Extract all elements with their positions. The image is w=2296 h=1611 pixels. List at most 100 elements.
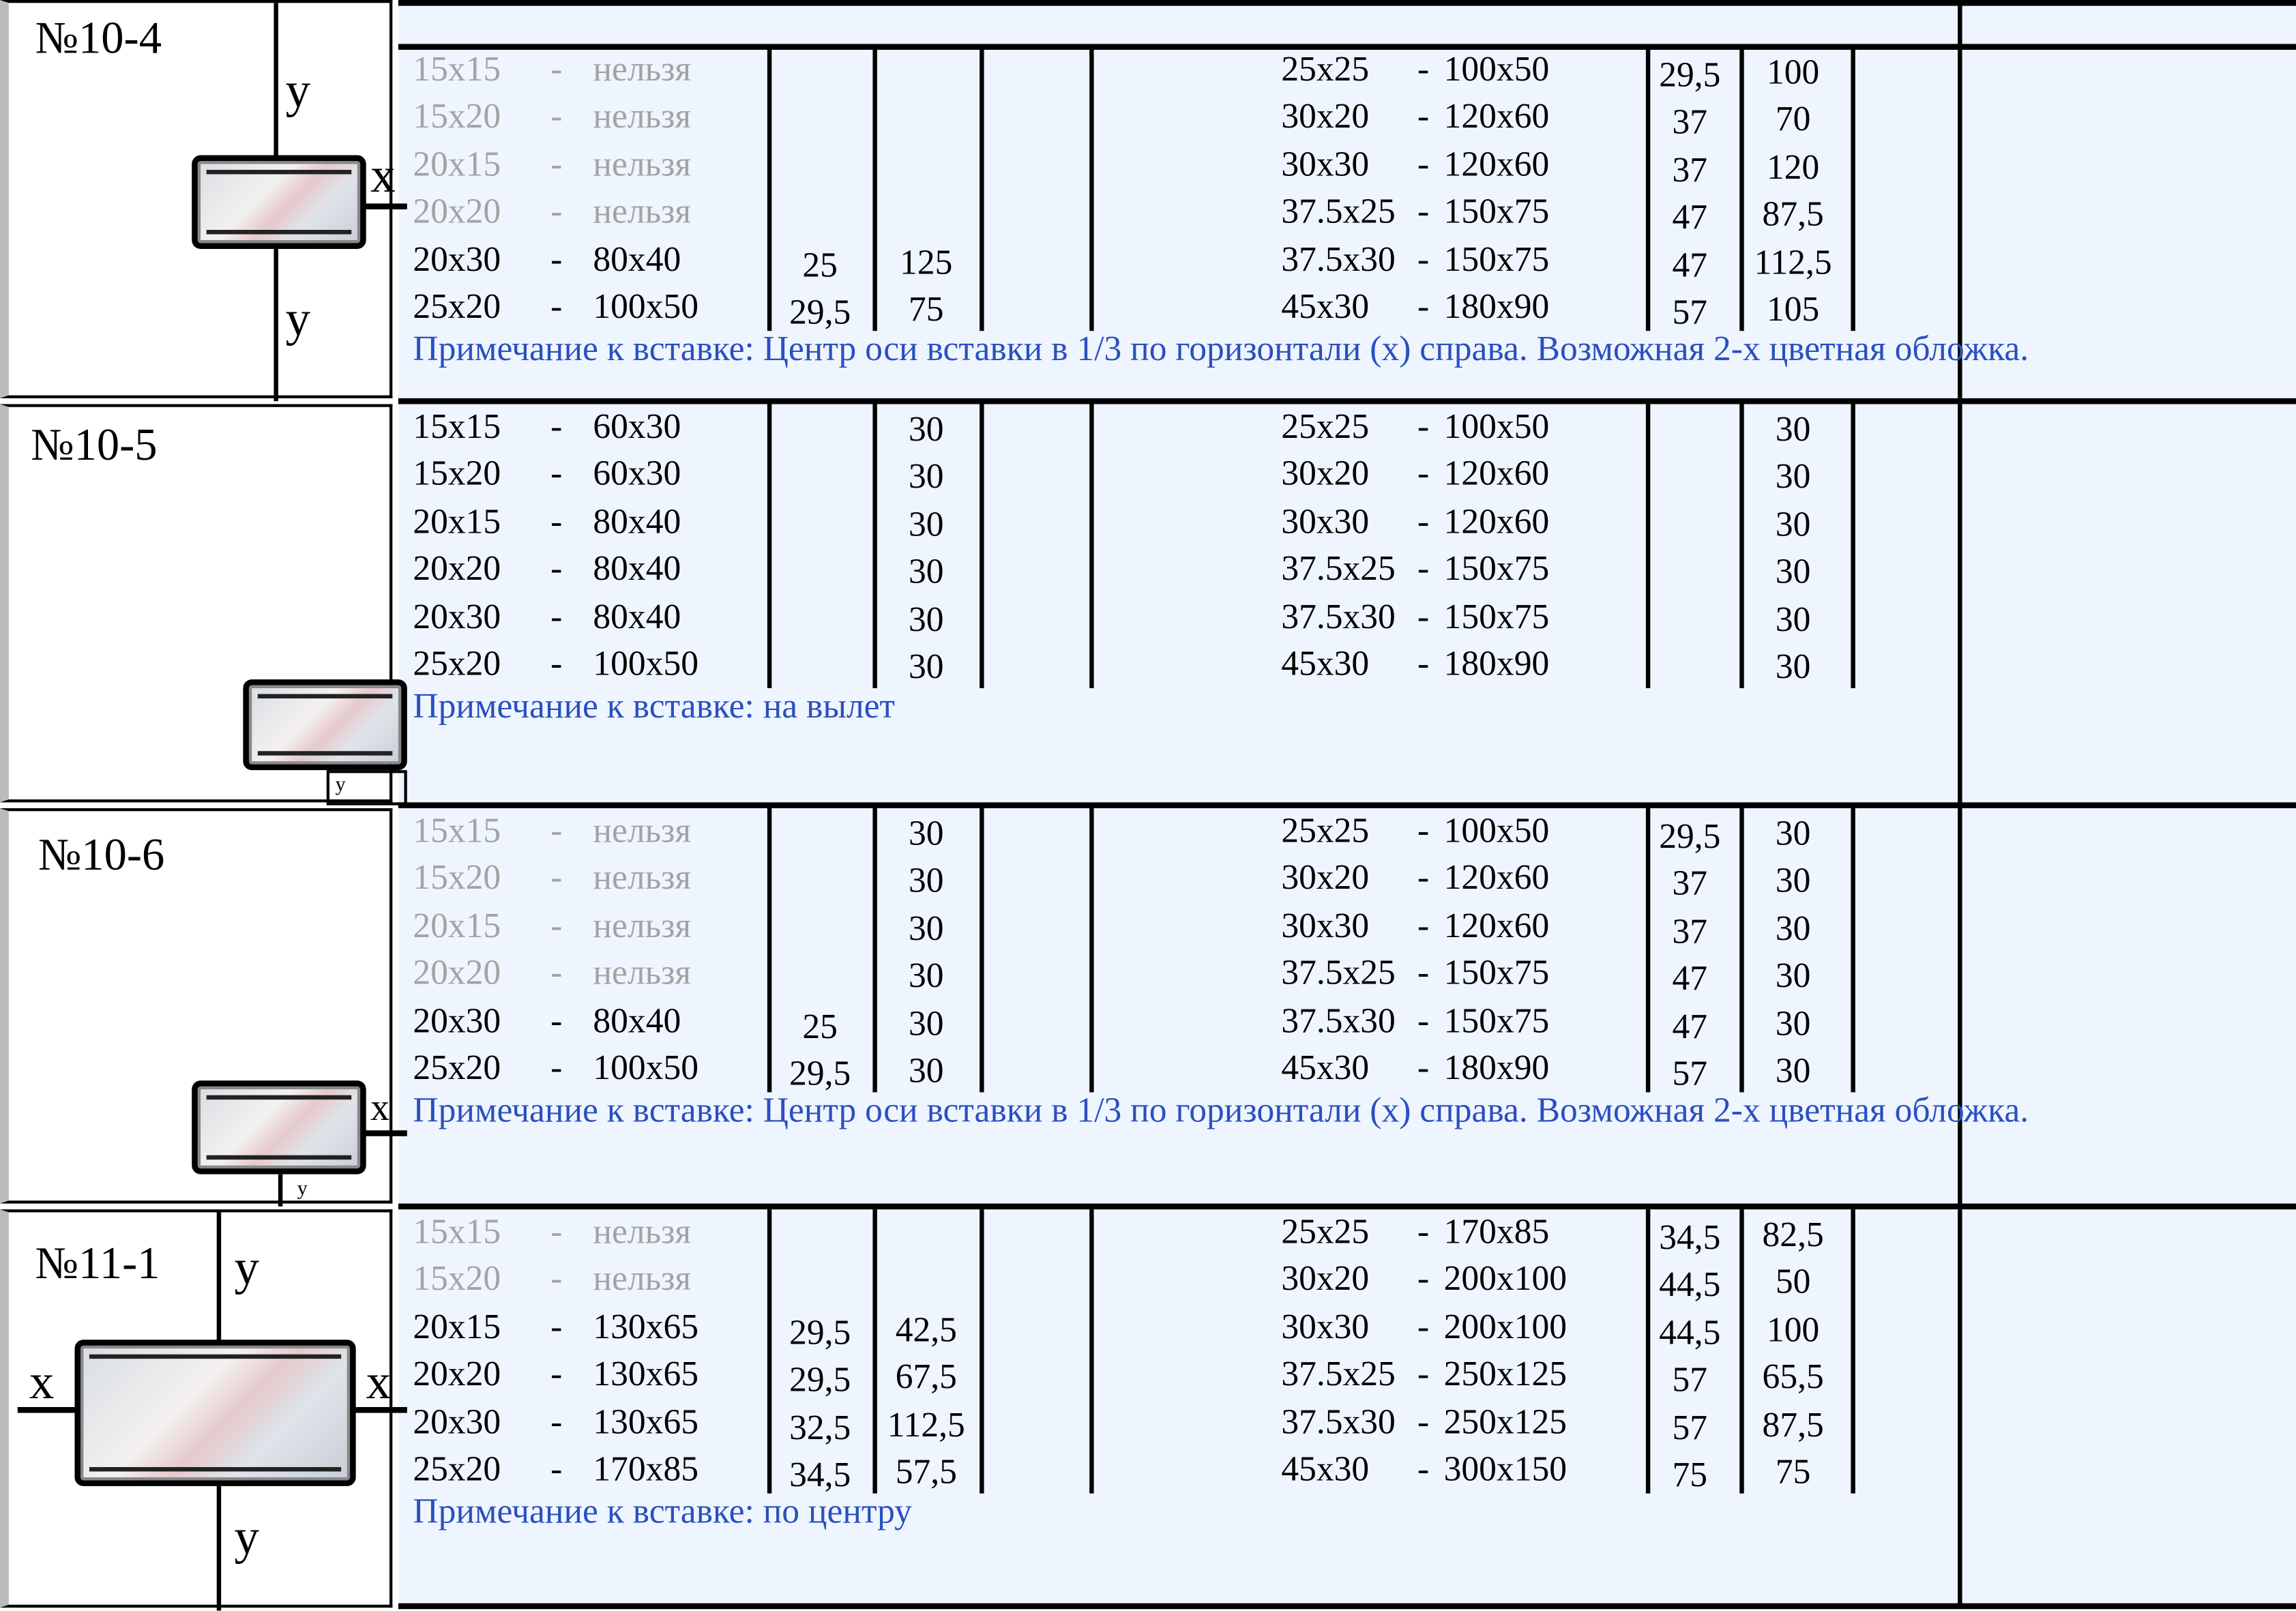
x-cell: 37 — [1672, 913, 1708, 951]
dash: - — [550, 812, 563, 851]
x-cell: 32,5 — [789, 1409, 851, 1448]
photo-insert-image — [243, 679, 407, 771]
size-cell: нельзя — [593, 146, 692, 185]
format-cell: 15x15 — [413, 408, 501, 447]
dash: - — [550, 1213, 563, 1252]
axis-line — [216, 1484, 222, 1611]
axis-label: x — [29, 1355, 55, 1410]
size-cell: 120x60 — [1443, 859, 1550, 898]
dash: - — [550, 241, 563, 280]
size-cell: 120x60 — [1443, 503, 1550, 542]
format-cell: 20x15 — [413, 503, 501, 542]
column-divider — [1089, 1209, 1094, 1494]
dash: - — [1417, 51, 1430, 89]
dash: - — [550, 1050, 563, 1088]
y-cell: 87,5 — [1762, 1406, 1824, 1445]
section-10-4: №10-4 y x y 15x15- нельзя 15x20- нельзя 20x15- не… — [0, 0, 2296, 402]
dash: - — [550, 503, 563, 542]
photo-insert-image — [192, 1080, 366, 1174]
size-cell: 120x60 — [1443, 907, 1550, 946]
column-divider — [872, 46, 877, 331]
y-cell: 75 — [1775, 1453, 1811, 1492]
dash: - — [1417, 859, 1430, 898]
insert-note: Примечание к вставке: Центр оси вставки … — [413, 1093, 2029, 1132]
table-area — [398, 808, 2296, 1204]
dash: - — [550, 907, 563, 946]
format-cell: 20x30 — [413, 598, 501, 636]
format-cell: 15x20 — [413, 1261, 501, 1299]
format-cell: 30x20 — [1281, 1261, 1370, 1299]
header-divider — [398, 44, 2296, 50]
format-cell: 37.5x25 — [1281, 550, 1396, 589]
x-cell: 34,5 — [1659, 1220, 1721, 1258]
dash: - — [1417, 288, 1430, 327]
size-cell: 100x50 — [1443, 408, 1550, 447]
format-cell: 45x30 — [1281, 288, 1370, 327]
bottom-border — [398, 1603, 2296, 1610]
size-cell: 130x65 — [593, 1356, 698, 1395]
format-cell: 25x20 — [413, 645, 501, 684]
y-cell: 30 — [909, 553, 944, 592]
format-cell: 20x15 — [413, 1308, 501, 1347]
size-cell: 300x150 — [1443, 1451, 1567, 1490]
x-cell: 37 — [1672, 151, 1708, 190]
x-cell: 57 — [1672, 1361, 1708, 1400]
y-cell: 30 — [1775, 863, 1811, 902]
dash: - — [550, 955, 563, 993]
x-cell: 34,5 — [789, 1456, 851, 1495]
table-area — [398, 404, 2296, 803]
format-cell: 30x30 — [1281, 907, 1370, 946]
dash: - — [550, 456, 563, 494]
dash: - — [550, 1002, 563, 1041]
column-divider — [980, 1209, 984, 1494]
size-cell: 100x50 — [1443, 812, 1550, 851]
size-cell: нельзя — [593, 955, 692, 993]
size-cell: 60x30 — [593, 408, 681, 447]
y-cell: 30 — [1775, 958, 1811, 996]
x-cell: 47 — [1672, 199, 1708, 238]
axis-line — [216, 1212, 222, 1342]
dash: - — [550, 146, 563, 185]
y-cell: 105 — [1766, 291, 1820, 330]
y-cell: 82,5 — [1762, 1216, 1824, 1255]
section-divider — [398, 398, 2296, 404]
y-cell: 70 — [1775, 101, 1811, 140]
y-cell: 50 — [1775, 1264, 1811, 1303]
y-cell: 57,5 — [895, 1453, 957, 1492]
x-cell: 47 — [1672, 1008, 1708, 1047]
size-cell: 170x85 — [593, 1451, 698, 1490]
column-divider — [767, 404, 772, 689]
size-cell: нельзя — [593, 812, 692, 851]
column-divider — [980, 46, 984, 331]
dash: - — [550, 1356, 563, 1395]
axis-label: y — [297, 1179, 308, 1201]
size-cell: 200x100 — [1443, 1261, 1567, 1299]
axis-label: y — [234, 1511, 259, 1565]
table-area — [398, 1209, 2296, 1608]
y-cell: 30 — [1775, 910, 1811, 949]
axis-line — [364, 203, 407, 209]
column-divider — [1645, 808, 1651, 1093]
size-cell: 200x100 — [1443, 1308, 1567, 1347]
column-divider — [980, 808, 984, 1093]
y-cell: 112,5 — [1754, 243, 1832, 282]
dash: - — [550, 859, 563, 898]
size-cell: нельзя — [593, 193, 692, 232]
dash: - — [1417, 1308, 1430, 1347]
dash: - — [550, 51, 563, 89]
dash: - — [1417, 193, 1430, 232]
dash: - — [1417, 1403, 1430, 1442]
axis-line — [278, 1174, 283, 1207]
format-cell: 37.5x25 — [1281, 955, 1396, 993]
x-cell: 37 — [1672, 866, 1708, 904]
photo-insert-image — [192, 155, 366, 249]
insert-note: Примечание к вставке: Центр оси вставки … — [413, 331, 2029, 370]
format-cell: 20x20 — [413, 1356, 501, 1395]
size-cell: 80x40 — [593, 1002, 681, 1041]
dash: - — [1417, 241, 1430, 280]
column-divider — [1851, 46, 1855, 331]
section-divider — [398, 802, 2296, 808]
format-cell: 15x15 — [413, 51, 501, 89]
dash: - — [550, 288, 563, 327]
size-cell: 250x125 — [1443, 1356, 1567, 1395]
